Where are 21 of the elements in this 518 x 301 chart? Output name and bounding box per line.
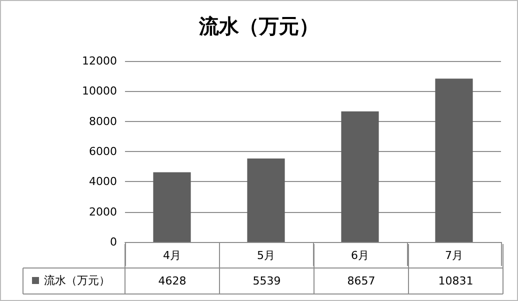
bar bbox=[341, 111, 379, 242]
bar bbox=[435, 78, 473, 242]
x-tick-label: 4月 bbox=[163, 249, 181, 262]
x-tick-label: 7月 bbox=[445, 249, 463, 262]
bar bbox=[247, 158, 285, 242]
legend-label: 流水（万元） bbox=[44, 274, 110, 287]
y-tick-label: 10000 bbox=[82, 84, 117, 98]
chart-title: 流水（万元） bbox=[198, 14, 319, 38]
data-label: 4628 bbox=[158, 274, 186, 288]
y-tick-label: 12000 bbox=[82, 54, 117, 68]
y-tick-label: 6000 bbox=[89, 145, 117, 158]
data-label: 8657 bbox=[347, 274, 376, 288]
x-tick-label: 6月 bbox=[351, 249, 369, 262]
y-tick-label: 8000 bbox=[89, 114, 117, 128]
y-tick-label: 4000 bbox=[89, 175, 117, 188]
data-label: 10831 bbox=[438, 274, 474, 288]
y-tick-label: 0 bbox=[110, 236, 117, 248]
data-label: 5539 bbox=[252, 274, 281, 288]
bar bbox=[153, 172, 191, 242]
x-tick-label: 5月 bbox=[257, 249, 275, 262]
y-tick-label: 2000 bbox=[89, 205, 117, 218]
